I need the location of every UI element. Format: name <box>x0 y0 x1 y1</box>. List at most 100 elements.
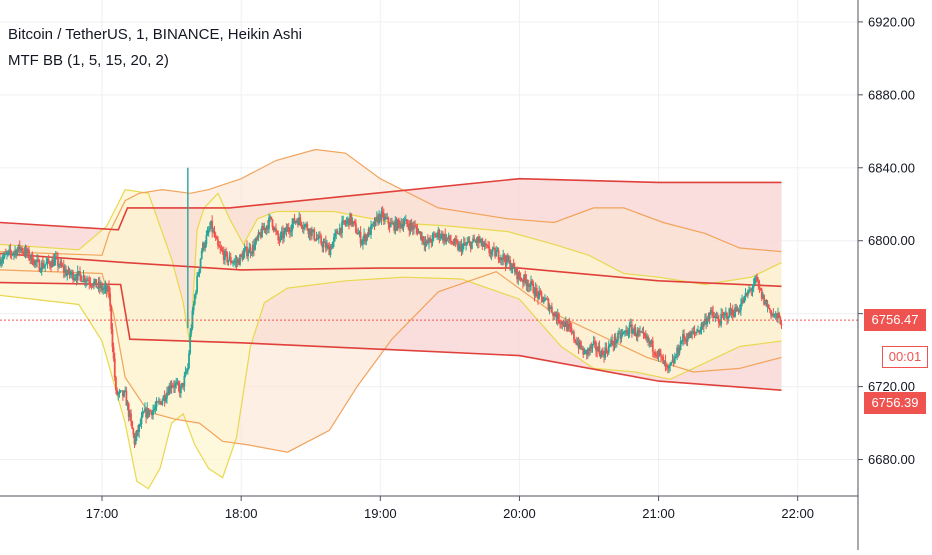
candle-body <box>713 315 716 319</box>
candle-body <box>203 243 205 249</box>
candle-body <box>13 252 15 255</box>
candle-body <box>217 239 219 246</box>
candle-body <box>326 245 328 249</box>
candle-body <box>103 287 106 290</box>
candle-body <box>622 332 625 334</box>
candle-body <box>588 348 590 351</box>
candle-body <box>417 231 420 234</box>
candle-body <box>322 242 325 248</box>
candle-body <box>288 230 291 233</box>
candle-body <box>287 227 290 231</box>
candle-body <box>23 252 26 255</box>
candle-body <box>381 211 384 213</box>
candle-body <box>671 359 674 363</box>
candle-body <box>419 231 422 240</box>
candle-body <box>42 262 44 268</box>
candle-body <box>540 292 543 297</box>
candle-body <box>484 242 487 246</box>
candle-body <box>48 262 51 266</box>
candle-body <box>686 338 689 342</box>
candle-body <box>208 228 211 231</box>
candle-body <box>442 233 444 241</box>
candle-body <box>148 410 151 416</box>
candle-body <box>126 403 129 406</box>
candle-body <box>212 230 215 232</box>
candle-body <box>220 248 223 251</box>
x-tick-label: 22:00 <box>781 506 814 521</box>
candle-body <box>131 421 134 429</box>
candle-body <box>261 226 263 238</box>
candle-body <box>727 317 730 320</box>
candle-body <box>496 250 499 252</box>
candle-body <box>385 217 387 219</box>
candle-body <box>167 392 170 395</box>
candle-body <box>142 411 145 413</box>
candle-body <box>80 275 83 282</box>
candle-body <box>705 318 708 325</box>
candle-body <box>68 268 71 275</box>
candle-body <box>691 332 694 334</box>
candle-body <box>763 295 765 305</box>
candle-body <box>619 332 622 339</box>
candle-body <box>746 291 749 296</box>
candle-body <box>541 296 544 303</box>
candle-body <box>480 238 483 242</box>
candle-body <box>712 311 714 316</box>
candle-body <box>226 252 229 263</box>
candle-body <box>83 276 86 282</box>
candle-body <box>640 331 643 333</box>
candle-body <box>360 243 363 245</box>
candle-body <box>207 230 210 232</box>
candle-body <box>33 260 36 266</box>
candle-body <box>758 283 761 289</box>
candle-body <box>720 313 723 325</box>
candle-body <box>693 330 696 333</box>
candle-body <box>615 340 618 343</box>
candle-body <box>390 222 393 225</box>
candle-body <box>735 307 738 312</box>
candle-body <box>39 271 42 273</box>
candle-body <box>313 229 316 240</box>
candle-body <box>626 330 629 334</box>
candle-body <box>89 283 92 285</box>
candle-body <box>744 292 747 297</box>
candle-body <box>119 390 122 392</box>
candle-body <box>384 217 386 221</box>
candle-body <box>548 307 551 310</box>
candle-body <box>218 245 221 248</box>
candle-body <box>751 287 754 291</box>
symbol-title[interactable]: Bitcoin / TetherUS, 1, BINANCE, Heikin A… <box>8 26 303 43</box>
candle-body <box>614 336 617 343</box>
candle-body <box>508 259 510 262</box>
candle-body <box>697 330 699 332</box>
band-lines <box>0 148 782 490</box>
candle-body <box>676 347 679 357</box>
candle-body <box>447 235 450 239</box>
candle-body <box>517 272 520 280</box>
candle-body <box>349 213 352 226</box>
candle-body <box>690 332 692 338</box>
axes: 6680.006720.006760.006800.006840.006880.… <box>0 0 915 550</box>
candle-body <box>46 259 49 263</box>
candle-body <box>302 227 305 229</box>
indicator-label[interactable]: MTF BB (1, 5, 15, 20, 2) <box>8 52 169 69</box>
candle-body <box>250 253 253 255</box>
candle-body <box>210 220 212 229</box>
candle-body <box>249 247 252 254</box>
candle-body <box>629 324 632 326</box>
candle-body <box>752 284 755 288</box>
candle-body <box>678 350 681 354</box>
candle-body <box>4 253 7 255</box>
candle-body <box>59 261 62 266</box>
candle-body <box>612 343 615 346</box>
candle-body <box>700 323 703 330</box>
candle-body <box>547 299 550 310</box>
candle-body <box>737 310 740 312</box>
candle-body <box>388 224 391 228</box>
candle-body <box>457 242 459 250</box>
candle-body <box>488 246 491 254</box>
candle-body <box>21 247 23 252</box>
candle-body <box>544 298 546 302</box>
